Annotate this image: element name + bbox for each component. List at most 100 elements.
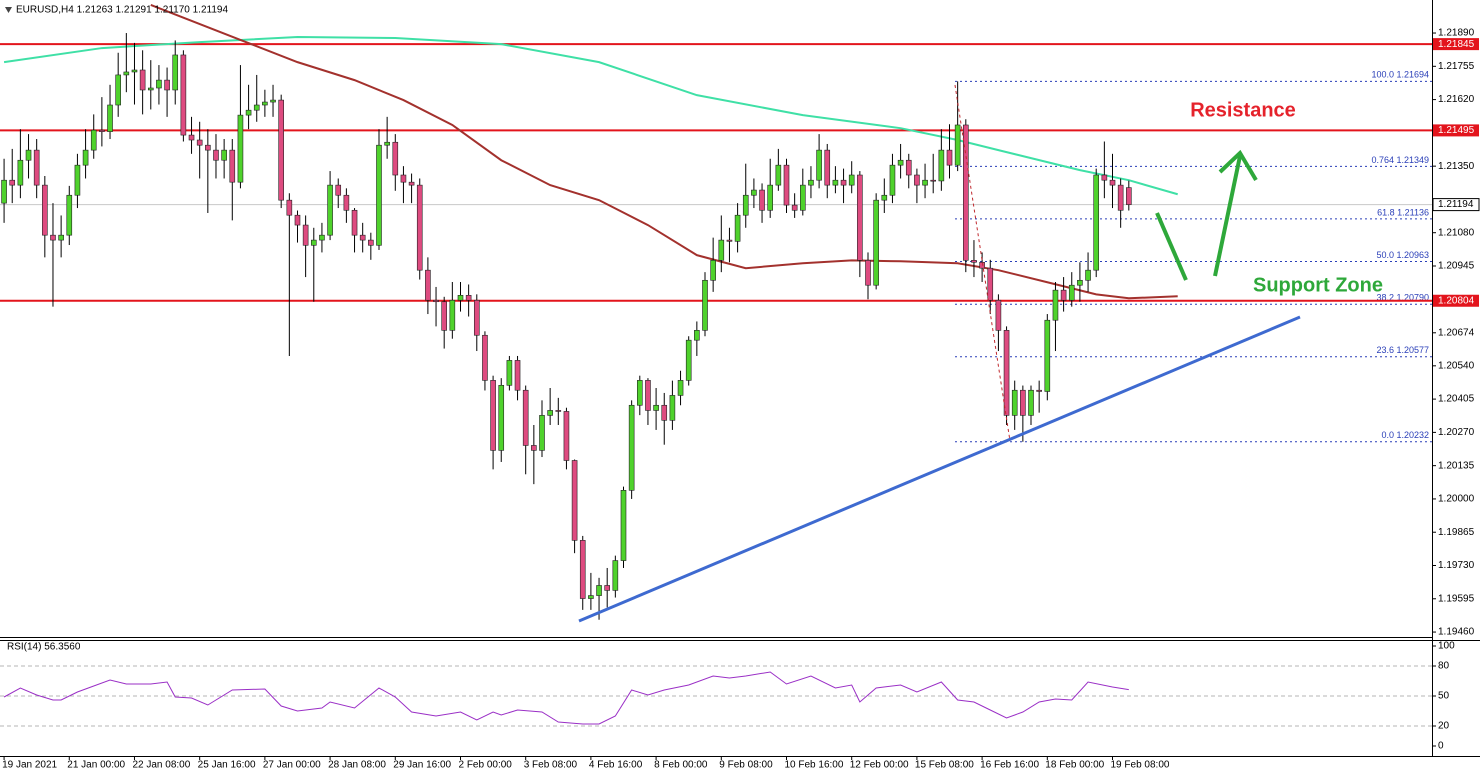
annotation: Resistance [1190,99,1296,121]
candle-body [979,261,985,269]
candle-body [425,269,431,301]
candle-body [42,184,48,236]
candle-body [237,114,244,183]
candle-body [506,360,513,386]
candle-body [1077,279,1083,286]
candle-body [245,109,252,116]
rsi-line [3,671,1129,725]
candle-body [816,149,822,181]
level-label: 1.21845 [1438,39,1475,50]
candle-body [628,404,635,491]
candle-body [359,234,366,241]
candle-body [498,384,505,451]
candle-body [555,410,562,412]
annotation: Support Zone [1253,274,1383,296]
x-tick-label: 18 Feb 00:00 [1045,760,1104,771]
candle-body [262,101,268,106]
candle-body [384,141,390,146]
candle-body [416,184,423,271]
candle-body [196,139,203,146]
candle-body [694,330,700,341]
candle-body [848,174,855,186]
candle-body [620,490,627,561]
candle-body [107,104,113,132]
y-tick-label: 1.20270 [1438,427,1475,438]
candle-body [205,144,211,151]
x-tick-label: 9 Feb 08:00 [719,760,773,771]
candle-body [832,179,839,186]
candle-body [1117,184,1124,211]
candle-body [759,189,765,211]
candle-body [1060,289,1067,301]
candle-body [213,149,219,161]
candle-body [1044,319,1051,392]
fib-label: 50.0 1.20963 [1376,250,1429,260]
candle-body [791,204,798,211]
candle-body [1020,389,1026,416]
candle-body [368,239,374,246]
y-tick-label: 1.21755 [1438,61,1475,72]
candle-body [531,445,537,451]
candle-body [457,295,464,301]
level-tag [1433,38,1479,51]
candle-body [571,460,578,541]
candle-body [726,239,733,242]
candle-body [465,295,472,301]
y-tick-label: 1.19730 [1438,560,1475,571]
fib-label: 100.0 1.21694 [1371,70,1429,80]
candle-body [946,149,953,166]
drawings: Resistance Support Zone EURUSD,H4 1.2126… [5,5,1383,653]
candle-body [767,184,773,211]
candle-body [74,164,81,196]
candle-body [123,71,130,76]
candle-body [482,334,488,381]
candle-body [408,181,415,186]
candle-body [99,129,105,132]
candle-body [17,159,24,186]
y-tick-label: 1.19865 [1438,527,1475,538]
candle-body [881,194,888,201]
y-tick-label: 1.21080 [1438,227,1475,238]
trend-line [578,315,1301,623]
candle-body [343,194,350,211]
candle-body [1126,187,1132,205]
x-tick-label: 25 Jan 16:00 [198,760,256,771]
y-tick-label: 0 [1438,741,1444,752]
candle-body [433,299,439,303]
candle-body [490,380,496,451]
candle-body [1109,179,1116,186]
candle-body [335,184,342,196]
y-tick-label: 1.21620 [1438,94,1475,105]
rsi-title: RSI(14) 56.3560 [7,642,81,653]
candle-body [25,149,32,161]
candle-body [1,179,7,204]
candle-body [302,224,309,246]
candle-body [441,301,447,331]
fib-baseline [954,84,1011,442]
y-tick-label: 1.19595 [1438,593,1475,604]
y-tick-label: 50 [1438,691,1450,702]
y-tick-label: 1.21350 [1438,161,1475,172]
candle-body [449,299,456,331]
y-tick-label: 1.21890 [1438,28,1475,39]
candle-body [172,54,179,91]
candle-body [995,299,1002,331]
fib-label: 61.8 1.21136 [1377,207,1429,217]
symbol-icon [5,7,12,13]
candle-body [734,214,741,242]
candle-body [188,134,195,141]
candle-body [229,149,236,183]
candle-body [392,141,399,176]
candle-body [164,79,170,91]
candle-body [90,129,97,151]
candle-body [514,360,521,391]
candle-body [636,380,643,406]
candle-body [156,79,162,89]
candle-body [1068,284,1075,301]
candle-body [963,124,969,261]
candle-body [588,595,594,599]
candle-body [905,159,912,176]
candle-body [987,267,994,301]
